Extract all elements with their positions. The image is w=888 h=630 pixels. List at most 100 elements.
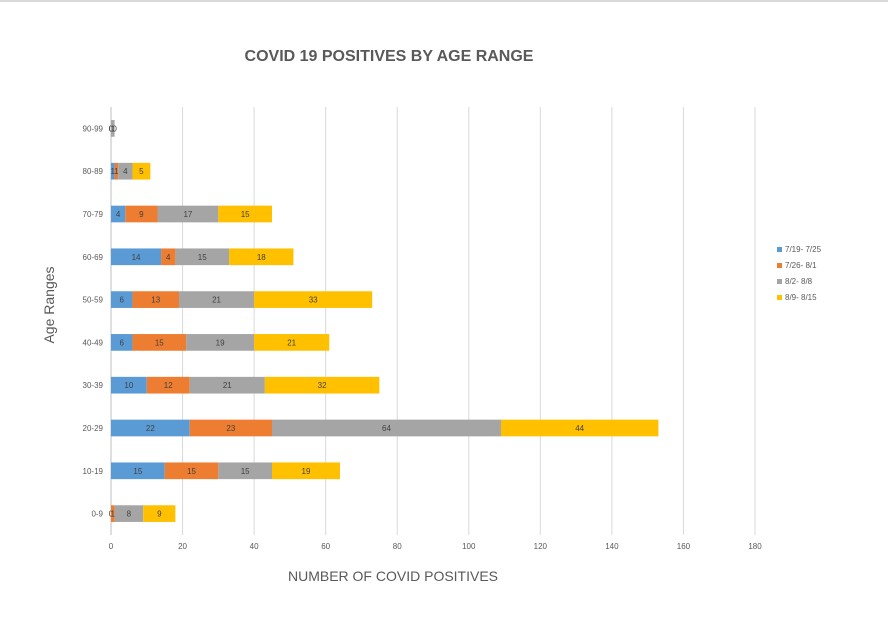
y-axis-title: Age Ranges [41, 266, 57, 343]
x-tick-label: 120 [534, 542, 548, 551]
bars: 0189151515192223644410122132615192161321… [109, 120, 659, 522]
bar-segment [125, 205, 158, 223]
bar-segment [164, 462, 219, 480]
data-label: 64 [382, 424, 391, 433]
data-label: 15 [241, 467, 250, 476]
legend-label: 7/19- 7/25 [785, 245, 822, 254]
legend-swatch [777, 279, 782, 284]
bar-segment [111, 505, 115, 522]
data-label: 10 [124, 381, 133, 390]
data-label: 1 [111, 510, 116, 519]
data-label: 5 [139, 167, 144, 176]
bar-segment [157, 205, 219, 223]
data-label: 13 [151, 296, 160, 305]
bar-segment [111, 334, 133, 351]
bar-segment [146, 376, 190, 394]
data-label: 17 [183, 210, 192, 219]
x-tick-label: 160 [677, 542, 691, 551]
bar-segment [272, 419, 501, 437]
bar-segment [111, 291, 133, 308]
data-label: 23 [226, 424, 235, 433]
bar-segment [111, 120, 115, 137]
data-label: 15 [155, 338, 164, 347]
data-label: 15 [133, 467, 142, 476]
bar-segment [272, 462, 340, 480]
y-tick-label: 40-49 [83, 338, 104, 347]
bar-segment [229, 248, 294, 266]
data-label: 21 [212, 296, 221, 305]
x-tick-label: 0 [109, 542, 114, 551]
data-label: 4 [116, 210, 121, 219]
data-label: 4 [123, 167, 128, 176]
x-tick-label: 20 [178, 542, 187, 551]
y-axis-ticks: 0-9 10-19 20-29 30-39 40-49 50-59 60-69 70-79 80… [83, 124, 104, 518]
bar-segment [161, 248, 176, 266]
data-label: 18 [257, 253, 266, 262]
x-tick-label: 60 [321, 542, 330, 551]
data-label: 19 [216, 338, 225, 347]
data-label: 6 [120, 338, 125, 347]
y-tick-label: 60-69 [83, 253, 104, 262]
bar-segment [132, 162, 151, 180]
bar-segment [111, 419, 190, 437]
data-label: 1 [114, 167, 119, 176]
data-label: 4 [166, 253, 171, 262]
legend-label: 7/26- 8/1 [785, 261, 817, 270]
bar-segment [143, 505, 176, 522]
bar-segment [218, 462, 272, 480]
data-label: 33 [309, 296, 318, 305]
chart-title: COVID 19 POSITIVES BY AGE RANGE [245, 48, 534, 65]
data-label: 32 [318, 381, 327, 390]
data-label: 14 [132, 253, 141, 262]
x-axis-title: NUMBER OF COVID POSITIVES [288, 568, 498, 584]
x-tick-label: 180 [748, 542, 762, 551]
data-label: 6 [120, 296, 125, 305]
bar-segment [132, 291, 179, 308]
bar-segment [500, 419, 659, 437]
bar-segment [189, 419, 272, 437]
bar-segment [132, 334, 187, 351]
bar-segment [254, 334, 330, 351]
data-label: 12 [164, 381, 173, 390]
data-label: 15 [187, 467, 196, 476]
bar-segment [186, 334, 255, 351]
data-label: 8 [127, 510, 132, 519]
legend-swatch [777, 263, 782, 268]
x-axis-ticks: 0 20 40 60 80 100 120 140 160 180 [109, 542, 762, 551]
bar-segment [254, 291, 373, 308]
bar-segment [189, 376, 265, 394]
x-tick-label: 80 [393, 542, 402, 551]
y-tick-label: 0-9 [91, 510, 103, 519]
bar-segment [175, 248, 230, 266]
top-border [0, 0, 888, 2]
data-label: 19 [302, 467, 311, 476]
y-tick-label: 20-29 [83, 424, 104, 433]
bar-segment [111, 205, 126, 223]
bar-segment [264, 376, 380, 394]
bar-segment [114, 505, 144, 522]
data-label: 22 [146, 424, 155, 433]
legend-label: 8/9- 8/15 [785, 293, 817, 302]
data-label: 1 [111, 124, 116, 133]
legend: 7/19- 7/25 7/26- 8/1 8/2- 8/8 8/9- 8/15 [777, 245, 822, 302]
data-label: 44 [575, 424, 584, 433]
legend-swatch [777, 247, 782, 252]
bar-segment [114, 162, 119, 180]
bar-segment [118, 162, 133, 180]
bar-segment [111, 248, 162, 266]
legend-label: 8/2- 8/8 [785, 277, 813, 286]
y-tick-label: 30-39 [83, 381, 104, 390]
bar-segment [111, 462, 165, 480]
y-tick-label: 50-59 [83, 296, 104, 305]
y-tick-label: 90-99 [83, 124, 104, 133]
bar-segment [178, 291, 255, 308]
data-label: 15 [198, 253, 207, 262]
data-label: 15 [241, 210, 250, 219]
data-label: 21 [223, 381, 232, 390]
x-tick-label: 140 [605, 542, 619, 551]
data-label: 9 [157, 510, 162, 519]
x-tick-label: 100 [462, 542, 476, 551]
y-tick-label: 10-19 [83, 467, 104, 476]
data-label: 21 [287, 338, 296, 347]
